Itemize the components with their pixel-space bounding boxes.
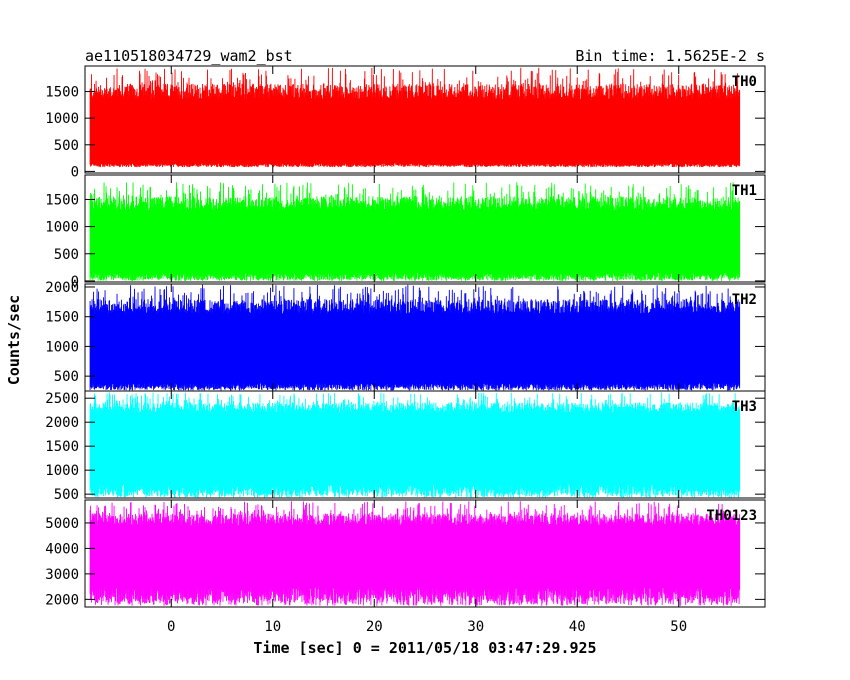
y-tick-label: 5000 [45,516,79,532]
y-tick-label: 2000 [45,592,79,608]
y-tick-label: 500 [54,138,79,154]
series-core-th0 [90,104,740,162]
y-tick-label: 1500 [45,85,79,101]
panels-group: 0 500 1000 1500 TH0 0 500 1000 1500 TH1 500 1000 150… [45,65,766,608]
y-tick-label: 1000 [45,339,79,355]
x-tick-label: 10 [264,619,281,635]
y-tick-label: 1000 [45,111,79,127]
y-tick-label: 2500 [45,391,79,407]
y-tick-label: 1500 [45,310,79,326]
y-tick-label: 1500 [45,439,79,455]
series-core-th3 [90,419,740,475]
panel-th2: 500 1000 1500 2000 TH2 [45,280,766,392]
panel-th0123: 2000 3000 4000 5000 TH0123 [45,499,766,608]
y-tick-label: 2000 [45,280,79,296]
y-tick-label: 500 [54,369,79,385]
y-tick-label: 1000 [45,220,79,236]
panel-th0: 0 500 1000 1500 TH0 [45,65,766,180]
series-core-th0123 [90,534,740,568]
x-tick-label: 50 [670,619,687,635]
y-tick-label: 500 [54,247,79,263]
y-tick-label: 4000 [45,541,79,557]
y-tick-label: 1000 [45,463,79,479]
panel-th3: 500 1000 1500 2000 2500 TH3 [45,390,766,503]
y-tick-label: 1500 [45,192,79,208]
panel-label-th3: TH3 [732,399,757,415]
panel-frame [84,174,766,283]
x-tick-label: 40 [569,619,586,635]
y-tick-label: 0 [71,164,79,180]
y-tick-label: 3000 [45,567,79,583]
panel-th1: 0 500 1000 1500 TH1 [45,174,766,290]
bin-time-label: Bin time: 1.5625E-2 s [575,47,765,65]
series-core-th2 [90,320,740,377]
y-tick-label: 500 [54,487,79,503]
x-tick-label: 30 [467,619,484,635]
x-tick-label: 20 [366,619,383,635]
x-axis-label: Time [sec] 0 = 2011/05/18 03:47:29.925 [253,639,596,657]
y-tick-label: 2000 [45,415,79,431]
panel-label-th0123: TH0123 [706,508,757,524]
panel-label-th1: TH1 [732,183,757,199]
panel-frame [84,499,766,608]
panel-label-th2: TH2 [732,292,757,308]
series-core-th1 [90,215,740,271]
y-tick-label: 0 [71,274,79,290]
x-tick-label: 0 [167,619,175,635]
panel-label-th0: TH0 [732,74,757,90]
x-axis: 0 10 20 30 40 50 [167,619,687,635]
y-axis-label: Counts/sec [5,295,23,385]
chart-title: ae110518034729_wam2_bst [85,47,293,65]
panel-frame [84,390,766,499]
panel-frame [84,65,766,174]
